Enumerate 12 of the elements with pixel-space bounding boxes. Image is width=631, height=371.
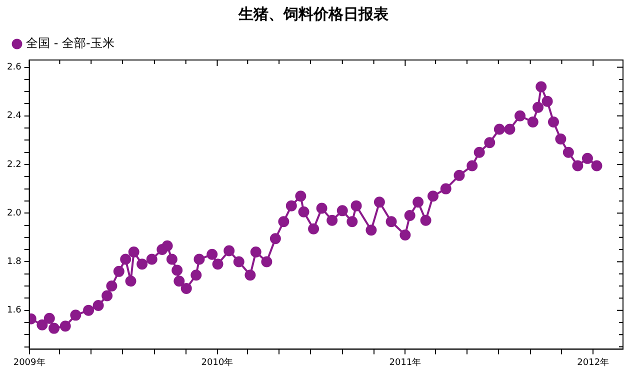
y-tick-label: 1.6	[6, 306, 22, 316]
y-tick-label: 2.6	[6, 62, 22, 73]
x-tick-label: 2009年	[13, 356, 46, 368]
x-tick-label: 2011年	[389, 356, 422, 368]
y-tick-label: 2.2	[6, 160, 22, 170]
y-tick-label: 2.4	[6, 111, 22, 122]
legend-label: 全国 - 全部-玉米	[26, 36, 114, 50]
x-tick-label: 2012年	[577, 356, 610, 368]
x-tick-label: 2010年	[201, 356, 234, 368]
y-tick-label: 2.0	[6, 208, 22, 218]
chart-title: 生猪、饲料价格日报表	[238, 4, 390, 23]
y-tick-label: 1.8	[6, 257, 22, 268]
